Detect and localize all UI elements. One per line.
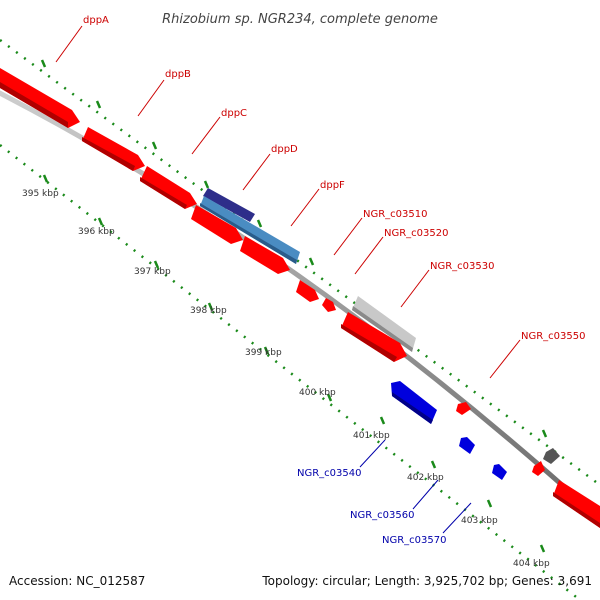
gene-arrow-small-grey[interactable] [543,448,560,464]
topology-text: Topology: circular; Length: 3,925,702 bp… [261,574,592,588]
tick-mark [486,499,493,508]
gene-arrow-NGR_c03560[interactable] [459,437,475,454]
leader-line [242,153,271,191]
gene-arrow-NGR_c03530[interactable] [352,296,416,352]
accession-text: Accession: NC_012587 [9,574,145,588]
gene-arrow-NGR_c03540-shade [392,392,433,424]
forward-genes [0,68,600,528]
tick-mark [541,429,548,438]
leader-line [191,116,221,155]
gene-label: dppB [165,69,191,80]
tick-mark [263,346,270,355]
tick-mark [430,460,437,469]
scale-label: 404 kbp [513,559,550,569]
gene-label: NGR_c03510 [363,209,428,220]
genome-backbone [0,90,600,523]
gene-arrow-dppB-shade [82,137,135,171]
gene-arrow-dppA-shade [0,82,68,128]
scale-labels: 395 kbp 396 kbp 397 kbp 398 kbp 399 kbp … [22,189,550,569]
gene-label: NGR_c03530 [430,261,495,272]
forward-leader-lines [55,25,521,379]
scale-label: 399 kbp [245,348,282,358]
tick-mark [326,393,333,402]
gene-arrow-NGR_c03530-shade [352,306,413,352]
gene-arrow-NGR_c03520[interactable] [296,280,319,302]
leader-line [354,236,384,275]
forward-labels: dppA dppB dppC dppD dppF NGR_c03510 NGR_… [83,15,586,342]
gene-arrow-NGR_c03570[interactable] [492,464,507,480]
gene-label: NGR_c03560 [350,510,415,521]
gene-arrow-last-shade [553,492,600,528]
gene-label: dppC [221,108,247,119]
leader-line [290,188,320,227]
gene-label: dppD [271,144,298,155]
leader-line [359,439,386,468]
guide-tracks [0,38,600,600]
gene-arrow-dppC[interactable] [140,166,197,209]
leader-line [400,269,430,308]
reverse-genes [391,381,507,480]
tick-mark [97,217,104,226]
tick-mark [42,174,49,183]
reverse-leader-lines [359,439,472,534]
gene-arrow-dppF[interactable] [200,196,300,264]
gene-arrow-NGR_c03550[interactable] [456,402,471,415]
gene-label: dppF [320,180,345,191]
genome-title: Rhizobium sp. NGR234, complete genome [162,12,438,27]
gene-arrow-NGR_c03520-c-shade [341,324,397,362]
leader-line [55,25,83,63]
scale-label: 401 kbp [353,431,390,441]
tick-mark [151,141,158,150]
tick-mark [203,180,210,189]
leader-line [412,479,439,510]
gene-label: dppA [83,15,109,26]
tick-mark [308,257,315,266]
leader-line [442,502,472,534]
leader-line [137,79,165,117]
scale-label: 403 kbp [461,516,498,526]
reverse-labels: NGR_c03540 NGR_c03560 NGR_c03570 [297,468,447,546]
gene-arrow-dppF-shade [200,203,297,264]
gene-arrow-dppB[interactable] [82,127,145,171]
gene-arrow-NGR_c03520-c[interactable] [341,312,407,362]
tick-mark [207,302,214,311]
gene-arrow-NGR_c03510-b[interactable] [240,236,290,274]
gene-label: NGR_c03520 [384,228,449,239]
inner-guide-line [0,144,581,600]
scale-label: 397 kbp [134,267,171,277]
gene-arrow-dppA[interactable] [0,68,80,128]
leader-line [333,217,363,256]
scale-label: 402 kbp [407,473,444,483]
gene-label: NGR_c03540 [297,468,362,479]
scale-label: 396 kbp [78,227,115,237]
gene-arrow-small-red[interactable] [532,461,545,476]
tick-mark [95,100,102,109]
tick-mark [256,219,263,228]
scale-label: 395 kbp [22,189,59,199]
gene-arrow-NGR_c03540[interactable] [391,381,437,424]
tick-mark [539,544,546,553]
gene-arrow-NGR_c03520-b[interactable] [322,298,336,312]
gene-arrow-dppC-shade [140,177,187,209]
scale-label: 400 kbp [299,388,336,398]
tick-mark [379,416,386,425]
gene-arrow-dppD[interactable] [203,188,255,222]
tick-mark [40,59,47,68]
outer-guide-line [0,38,600,487]
gene-arrow-NGR_c03510-a[interactable] [191,205,243,244]
tick-mark [153,260,160,269]
scale-label: 398 kbp [190,306,227,316]
tick-marks [40,59,548,553]
gene-label: NGR_c03570 [382,535,447,546]
leader-line [489,339,521,379]
gene-label: NGR_c03550 [521,331,586,342]
